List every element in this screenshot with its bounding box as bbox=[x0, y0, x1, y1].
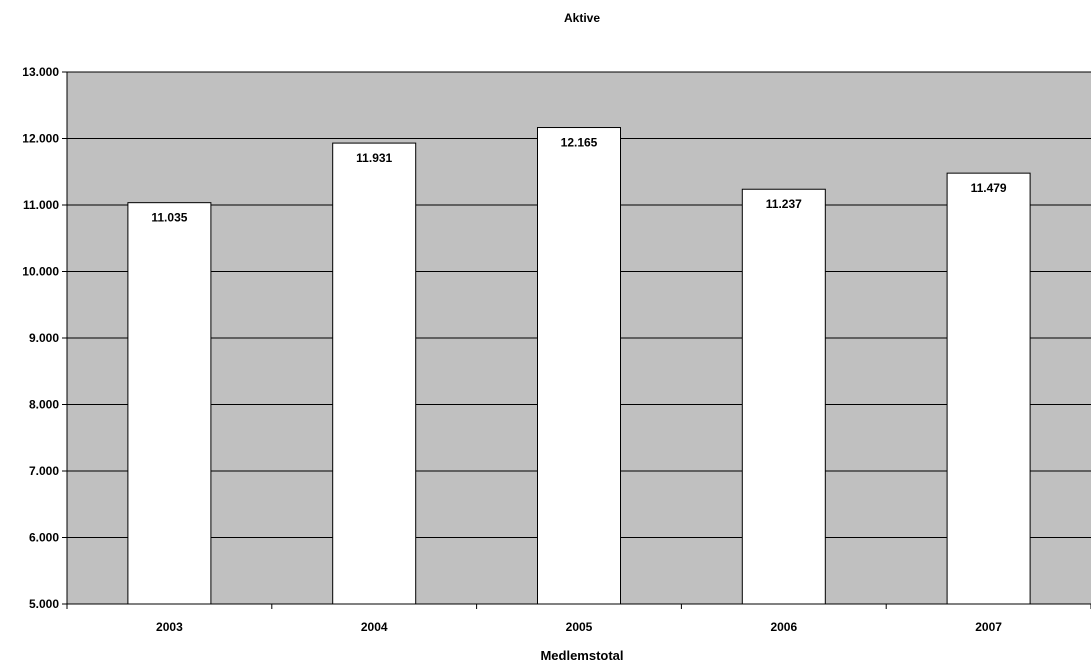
bar-2007 bbox=[946, 172, 1031, 605]
x-axis-ticks: 2003 2004 2005 2006 2007 bbox=[66, 604, 1091, 634]
y-tick-label: 8.000 bbox=[29, 398, 59, 412]
bar-2003 bbox=[127, 202, 212, 605]
x-axis-label: Medlemstotal bbox=[540, 648, 623, 663]
y-tick-label: 7.000 bbox=[29, 464, 59, 478]
x-tick-label: 2004 bbox=[361, 620, 388, 634]
y-axis-ticks: 5.000 6.000 7.000 8.000 9.000 10.000 11.000 12.… bbox=[22, 65, 67, 611]
x-tick-label: 2003 bbox=[156, 620, 183, 634]
x-tick-label: 2007 bbox=[975, 620, 1002, 634]
bar-2005 bbox=[537, 127, 621, 605]
y-tick-label: 5.000 bbox=[29, 597, 59, 611]
y-tick-label: 10.000 bbox=[22, 265, 59, 279]
x-tick-label: 2006 bbox=[770, 620, 797, 634]
data-label-2007: 11.479 bbox=[971, 181, 1007, 195]
bar-2006 bbox=[741, 188, 826, 605]
bars-group bbox=[127, 127, 1031, 605]
y-tick-label: 11.000 bbox=[23, 198, 59, 212]
data-label-2006: 11.237 bbox=[766, 197, 802, 211]
y-tick-label: 6.000 bbox=[29, 531, 59, 545]
data-labels: 11.035 11.931 12.165 11.237 11.479 bbox=[151, 136, 1007, 225]
data-label-2005: 12.165 bbox=[561, 136, 598, 150]
data-label-2004: 11.931 bbox=[356, 151, 392, 165]
y-tick-label: 12.000 bbox=[22, 132, 59, 146]
data-label-2003: 11.035 bbox=[151, 211, 187, 225]
y-tick-label: 13.000 bbox=[22, 65, 59, 79]
y-tick-label: 9.000 bbox=[29, 331, 59, 345]
bar-2004 bbox=[332, 142, 417, 605]
x-tick-label: 2005 bbox=[566, 620, 593, 634]
chart-title: Aktive bbox=[564, 11, 600, 25]
